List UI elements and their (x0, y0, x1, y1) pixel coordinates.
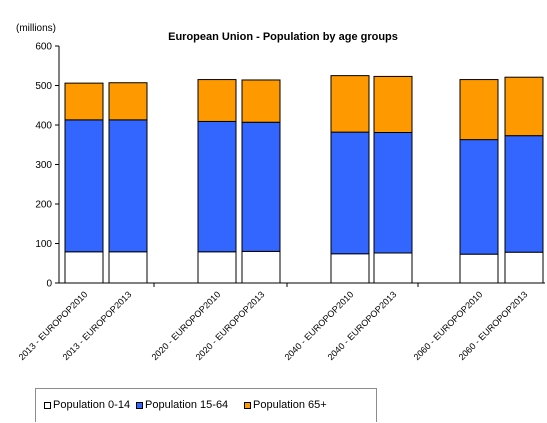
bar-population-15-64 (330, 131, 370, 255)
bar-population-65- (373, 75, 413, 134)
legend-label: Population 15-64 (145, 399, 229, 411)
y-tick-label: 0 (46, 279, 52, 290)
bar-population-15-64 (108, 119, 148, 253)
legend-item: Population 15-64 (136, 399, 228, 411)
bar-population-15-64 (373, 132, 413, 254)
bar-population-65- (108, 82, 148, 121)
y-tick-label: 400 (35, 121, 52, 132)
bar-population-65- (504, 76, 544, 137)
bar-population-0-14 (330, 253, 370, 284)
bar-population-65- (459, 79, 499, 141)
legend-swatch (136, 401, 143, 409)
bar-population-15-64 (64, 119, 104, 253)
y-tick-label: 300 (35, 160, 52, 171)
bar-population-15-64 (459, 139, 499, 255)
bar-population-15-64 (241, 121, 281, 252)
bar-population-65- (197, 79, 237, 122)
bar-population-65- (64, 82, 104, 121)
y-tick-label: 600 (35, 42, 52, 53)
y-tick-label: 100 (35, 239, 52, 250)
bar-population-15-64 (504, 135, 544, 253)
bar-population-0-14 (64, 251, 104, 284)
legend-item: Population 65+ (244, 399, 327, 411)
bar-population-0-14 (504, 251, 544, 284)
chart-title: European Union - Population by age group… (168, 31, 398, 43)
x-tick-label: 2040 - EUROPOP2010 (283, 289, 356, 362)
bar-population-0-14 (459, 253, 499, 284)
bar-population-65- (330, 75, 370, 133)
legend: Population 0-14 Population 15-64 Populatio… (35, 388, 377, 422)
bar-population-0-14 (373, 252, 413, 284)
legend-swatch (44, 401, 51, 409)
y-tick-label: 200 (35, 200, 52, 211)
legend-label: Population 65+ (253, 399, 327, 411)
bar-population-0-14 (108, 251, 148, 284)
bar-population-0-14 (197, 251, 237, 284)
bar-population-0-14 (241, 250, 281, 284)
y-tick-label: 500 (35, 81, 52, 92)
bar-population-65- (241, 79, 281, 123)
bar-population-15-64 (197, 120, 237, 253)
legend-item: Population 0-14 (44, 399, 130, 411)
legend-label: Population 0-14 (53, 399, 131, 411)
y-unit-label: (millions) (16, 23, 56, 34)
legend-swatch (244, 401, 251, 409)
